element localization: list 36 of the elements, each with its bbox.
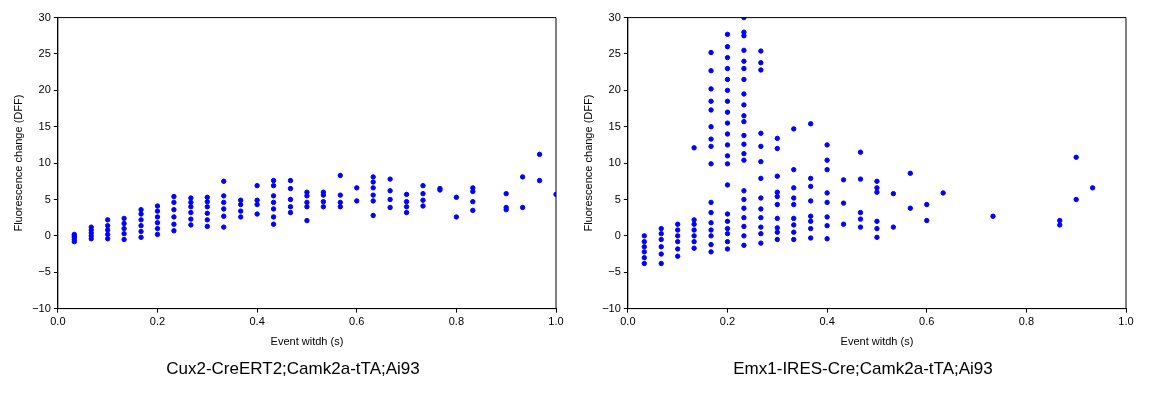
y-tick-label: 25 bbox=[608, 47, 621, 60]
y-tick-label: 0 bbox=[44, 228, 51, 241]
y-tick-label: −5 bbox=[38, 265, 51, 278]
y-tick-label: 15 bbox=[38, 119, 51, 132]
x-tick-label: 1.0 bbox=[1118, 315, 1134, 328]
y-tick-label: 10 bbox=[38, 156, 51, 169]
x-tick-label: 0.2 bbox=[149, 315, 166, 328]
x-tick-label: 0.4 bbox=[819, 315, 835, 328]
y-tick-label: −10 bbox=[602, 301, 621, 314]
x-tick-label: 0.8 bbox=[448, 315, 465, 328]
y-tick-label: 30 bbox=[38, 10, 51, 23]
y-tick-label: 5 bbox=[44, 192, 51, 205]
y-tick-label: −10 bbox=[32, 301, 51, 314]
y-axis-title: Fluorescence change (DFF) bbox=[581, 94, 594, 232]
y-tick-label: 0 bbox=[614, 228, 621, 241]
x-tick-label: 0.2 bbox=[719, 315, 736, 328]
x-tick-label: 1.0 bbox=[548, 315, 564, 328]
y-tick-label: 30 bbox=[608, 10, 621, 23]
x-tick-label: 0.8 bbox=[1018, 315, 1035, 328]
y-tick-label: 10 bbox=[608, 156, 621, 169]
y-tick-label: 20 bbox=[38, 83, 51, 96]
y-tick-label: −5 bbox=[608, 265, 621, 278]
x-tick-label: 0.6 bbox=[349, 315, 365, 328]
x-tick-label: 0.0 bbox=[620, 315, 636, 328]
x-tick-label: 0.6 bbox=[919, 315, 935, 328]
y-tick-label: 25 bbox=[38, 47, 51, 60]
x-tick-label: 0.4 bbox=[249, 315, 265, 328]
text: Emx1-IRES-Cre;Camk2a-tTA;Ai93 bbox=[732, 359, 994, 379]
x-axis-title: Event witdh (s) bbox=[270, 335, 344, 348]
y-tick-label: 15 bbox=[608, 119, 621, 132]
x-axis-title: Event witdh (s) bbox=[840, 335, 914, 348]
y-tick-label: 20 bbox=[608, 83, 621, 96]
x-tick-label: 0.0 bbox=[50, 315, 66, 328]
y-tick-label: 5 bbox=[614, 192, 621, 205]
text: Cux2-CreERT2;Camk2a-tTA;Ai93 bbox=[165, 359, 421, 379]
y-axis-title: Fluorescence change (DFF) bbox=[11, 94, 24, 232]
